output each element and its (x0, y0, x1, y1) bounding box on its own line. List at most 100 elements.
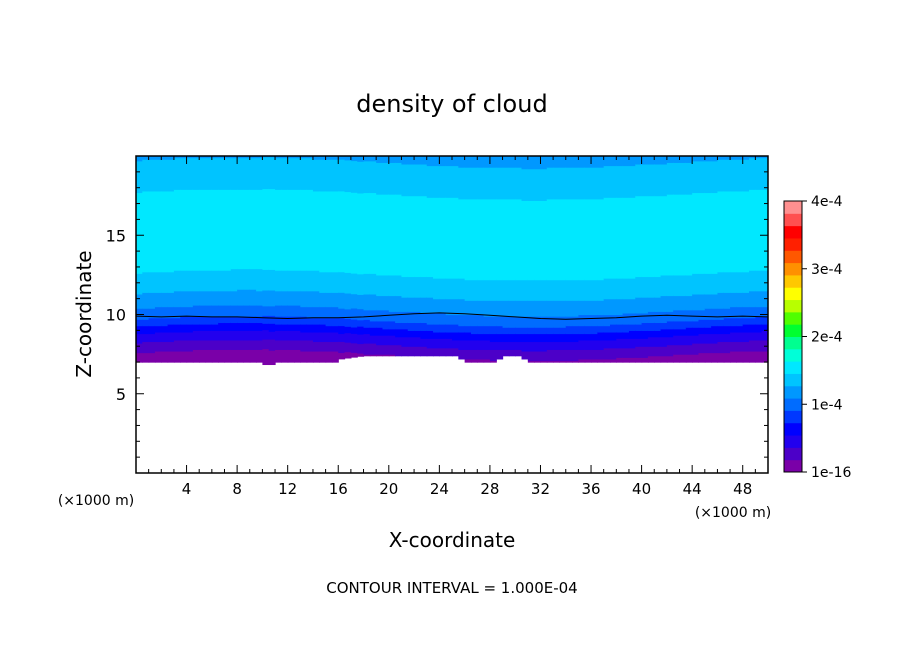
density-cell (603, 165, 611, 198)
density-cell (426, 324, 434, 331)
density-cell (426, 312, 434, 325)
density-cell (527, 156, 535, 170)
density-cell (755, 350, 763, 363)
x-axis-unit: (×1000 m) (58, 493, 134, 509)
density-cell (294, 157, 301, 190)
density-cell (325, 317, 333, 327)
density-cell (628, 298, 636, 314)
density-cell (256, 268, 263, 292)
density-cell (275, 290, 282, 306)
colorbar-segment (784, 311, 802, 325)
density-cell (275, 304, 282, 317)
density-cell (211, 189, 219, 271)
density-cell (338, 341, 346, 354)
density-cell (173, 339, 181, 352)
density-cell (572, 349, 579, 362)
density-cell (388, 295, 396, 312)
density-cell (445, 156, 453, 167)
density-cell (654, 297, 662, 312)
density-cell (565, 279, 573, 301)
density-cell (173, 290, 181, 308)
density-cell (749, 324, 756, 333)
density-cell (603, 314, 611, 327)
density-cell (666, 336, 674, 346)
density-cell (357, 333, 365, 345)
density-cell (357, 161, 365, 194)
density-cell (534, 279, 542, 301)
density-cell (464, 331, 472, 341)
x-tick-label: 32 (531, 480, 550, 498)
density-cell (294, 316, 301, 325)
density-cell (205, 316, 213, 325)
density-cell (173, 270, 181, 292)
density-cell (654, 276, 662, 298)
density-cell (142, 333, 150, 343)
density-cell (180, 270, 188, 292)
density-cell (325, 306, 333, 319)
density-cell (407, 346, 415, 357)
density-cell (698, 309, 706, 320)
density-cell (673, 295, 681, 311)
density-cell (666, 194, 674, 276)
density-cell (483, 316, 491, 327)
density-cell (388, 320, 396, 330)
density-cell (281, 270, 289, 292)
density-cell (331, 159, 339, 192)
density-cell (439, 156, 447, 167)
density-cell (704, 352, 712, 363)
density-cell (572, 198, 579, 281)
density-cell (464, 358, 472, 363)
colorbar-tick-label: 1e-4 (811, 397, 843, 413)
colorbar-segment (784, 274, 802, 288)
density-cell (407, 276, 415, 298)
density-cell (180, 339, 188, 352)
density-cell (148, 325, 156, 335)
density-cell (205, 339, 213, 350)
density-cell (401, 328, 409, 338)
density-cell (445, 197, 453, 279)
density-cell (527, 279, 535, 301)
density-cell (736, 306, 744, 319)
density-cell (470, 358, 478, 363)
density-cell (559, 156, 567, 168)
density-cell (344, 159, 352, 193)
density-cell (622, 298, 630, 314)
density-cell (641, 297, 649, 314)
density-cell (489, 325, 497, 335)
density-cell (249, 330, 257, 341)
density-cell (161, 306, 169, 319)
density-cell (306, 290, 314, 308)
density-cell (281, 189, 289, 271)
density-cell (584, 167, 592, 200)
density-cell (591, 279, 598, 301)
density-cell (376, 194, 384, 276)
density-cell (515, 333, 523, 343)
density-cell (388, 162, 396, 195)
density-cell (249, 268, 257, 290)
density-cell (186, 290, 194, 308)
colorbar-segment (784, 250, 802, 264)
density-cell (711, 308, 719, 320)
density-cell (350, 160, 358, 193)
density-cell (597, 325, 605, 333)
density-cell (635, 346, 643, 358)
density-cell (426, 297, 434, 314)
density-cell (464, 325, 472, 333)
density-cell (679, 328, 687, 336)
density-cell (483, 300, 491, 317)
contour-line-1e-4 (136, 312, 768, 320)
density-cell (199, 324, 207, 331)
density-cell (161, 292, 169, 308)
density-cell (294, 330, 301, 341)
density-cell (237, 268, 245, 290)
density-cell (186, 324, 194, 333)
density-cell (704, 333, 712, 344)
density-cell (452, 298, 459, 316)
density-cell (224, 349, 232, 363)
density-cell (154, 317, 162, 327)
density-cell (489, 341, 497, 350)
density-cell (344, 351, 352, 359)
density-cell (647, 195, 655, 278)
density-cell (730, 350, 737, 363)
density-cell (148, 271, 156, 293)
